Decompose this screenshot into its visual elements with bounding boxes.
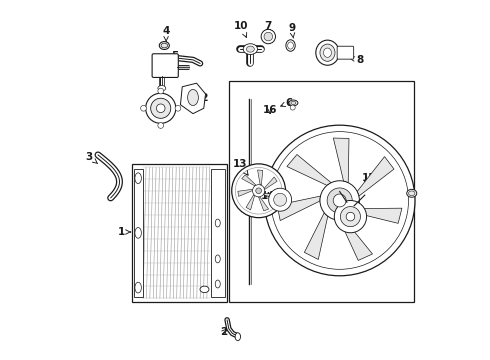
Circle shape bbox=[252, 185, 265, 197]
Text: 6: 6 bbox=[281, 98, 293, 108]
Text: 13: 13 bbox=[232, 159, 248, 175]
Ellipse shape bbox=[161, 43, 168, 48]
Ellipse shape bbox=[135, 228, 141, 238]
Text: 11: 11 bbox=[147, 102, 161, 112]
Polygon shape bbox=[304, 213, 328, 260]
Circle shape bbox=[274, 193, 287, 206]
Text: 9: 9 bbox=[288, 23, 295, 38]
Text: 2: 2 bbox=[220, 327, 227, 337]
Text: 15: 15 bbox=[362, 173, 376, 183]
Polygon shape bbox=[264, 194, 279, 199]
Text: 1: 1 bbox=[118, 227, 130, 237]
Ellipse shape bbox=[323, 48, 331, 57]
Ellipse shape bbox=[215, 255, 221, 263]
Circle shape bbox=[271, 132, 409, 269]
Circle shape bbox=[334, 201, 367, 233]
Polygon shape bbox=[333, 138, 349, 183]
Polygon shape bbox=[238, 189, 252, 197]
Ellipse shape bbox=[200, 286, 209, 293]
Text: 5: 5 bbox=[169, 51, 179, 64]
Bar bbox=[132, 164, 227, 302]
Text: 12: 12 bbox=[195, 93, 209, 103]
Circle shape bbox=[346, 212, 355, 221]
Ellipse shape bbox=[407, 189, 417, 197]
Circle shape bbox=[320, 181, 359, 220]
Text: 4: 4 bbox=[162, 26, 170, 42]
Ellipse shape bbox=[409, 191, 415, 195]
Polygon shape bbox=[277, 196, 320, 221]
Ellipse shape bbox=[158, 86, 166, 91]
Circle shape bbox=[290, 105, 295, 110]
FancyBboxPatch shape bbox=[337, 46, 354, 59]
Circle shape bbox=[146, 93, 176, 123]
Circle shape bbox=[264, 32, 272, 41]
Polygon shape bbox=[340, 220, 372, 260]
Ellipse shape bbox=[215, 280, 221, 288]
Ellipse shape bbox=[286, 40, 295, 51]
Circle shape bbox=[151, 98, 171, 118]
Polygon shape bbox=[242, 175, 256, 186]
Text: 14: 14 bbox=[261, 191, 275, 201]
Ellipse shape bbox=[291, 101, 296, 104]
Circle shape bbox=[156, 104, 165, 113]
Ellipse shape bbox=[235, 333, 241, 341]
Circle shape bbox=[341, 207, 361, 227]
Polygon shape bbox=[259, 197, 269, 211]
Bar bbox=[134, 169, 143, 297]
Circle shape bbox=[235, 167, 282, 214]
Circle shape bbox=[261, 30, 275, 44]
Ellipse shape bbox=[159, 41, 170, 49]
Ellipse shape bbox=[243, 44, 258, 54]
FancyBboxPatch shape bbox=[152, 54, 178, 77]
Circle shape bbox=[256, 188, 262, 194]
Circle shape bbox=[158, 123, 164, 129]
Text: 16: 16 bbox=[263, 105, 277, 115]
Ellipse shape bbox=[135, 282, 141, 293]
Circle shape bbox=[232, 164, 286, 218]
Ellipse shape bbox=[289, 100, 298, 106]
Ellipse shape bbox=[320, 44, 335, 61]
Circle shape bbox=[141, 105, 147, 111]
Ellipse shape bbox=[316, 40, 339, 65]
Circle shape bbox=[158, 88, 164, 94]
Ellipse shape bbox=[135, 173, 141, 184]
Circle shape bbox=[327, 188, 352, 213]
Circle shape bbox=[265, 125, 415, 276]
Circle shape bbox=[175, 105, 181, 111]
Bar bbox=[211, 169, 224, 297]
Circle shape bbox=[333, 194, 346, 207]
Polygon shape bbox=[265, 177, 277, 189]
Bar bbox=[229, 81, 414, 302]
Ellipse shape bbox=[246, 46, 254, 52]
Text: 3: 3 bbox=[161, 55, 171, 67]
Ellipse shape bbox=[188, 89, 198, 105]
Polygon shape bbox=[180, 83, 205, 114]
Polygon shape bbox=[355, 208, 402, 223]
Polygon shape bbox=[287, 154, 331, 185]
Polygon shape bbox=[258, 170, 263, 185]
Text: 8: 8 bbox=[350, 55, 364, 65]
Polygon shape bbox=[357, 157, 394, 196]
Text: 3: 3 bbox=[85, 152, 98, 163]
Polygon shape bbox=[246, 195, 255, 210]
Ellipse shape bbox=[215, 219, 221, 227]
Circle shape bbox=[269, 188, 292, 211]
Text: 10: 10 bbox=[234, 21, 248, 37]
Text: 7: 7 bbox=[265, 21, 272, 34]
Ellipse shape bbox=[288, 42, 294, 49]
